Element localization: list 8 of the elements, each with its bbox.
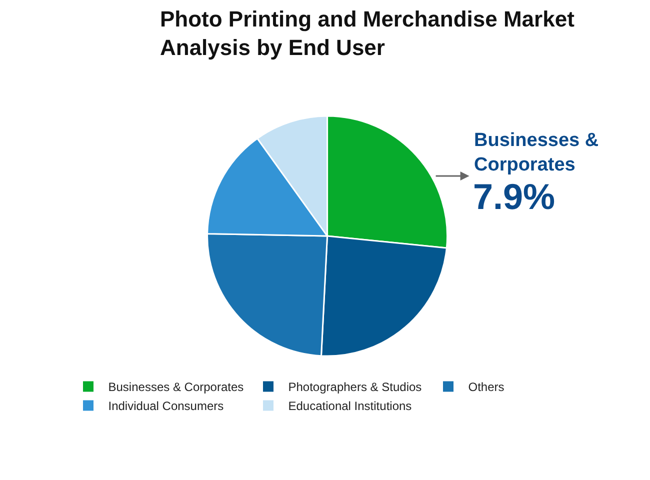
legend-label: Others	[468, 380, 504, 394]
legend-label: Educational Institutions	[288, 399, 412, 414]
text: 7.9%	[473, 176, 556, 217]
chart-title: Photo Printing and Merchandise Market Analysis by End User	[160, 6, 576, 60]
legend-label: Businesses & Corporates	[108, 380, 244, 394]
slice-label: Businesses & Corporates	[474, 130, 599, 176]
legend-label: Individual Consumers	[108, 399, 224, 414]
legend-label: Photographers & Studios	[288, 380, 422, 394]
